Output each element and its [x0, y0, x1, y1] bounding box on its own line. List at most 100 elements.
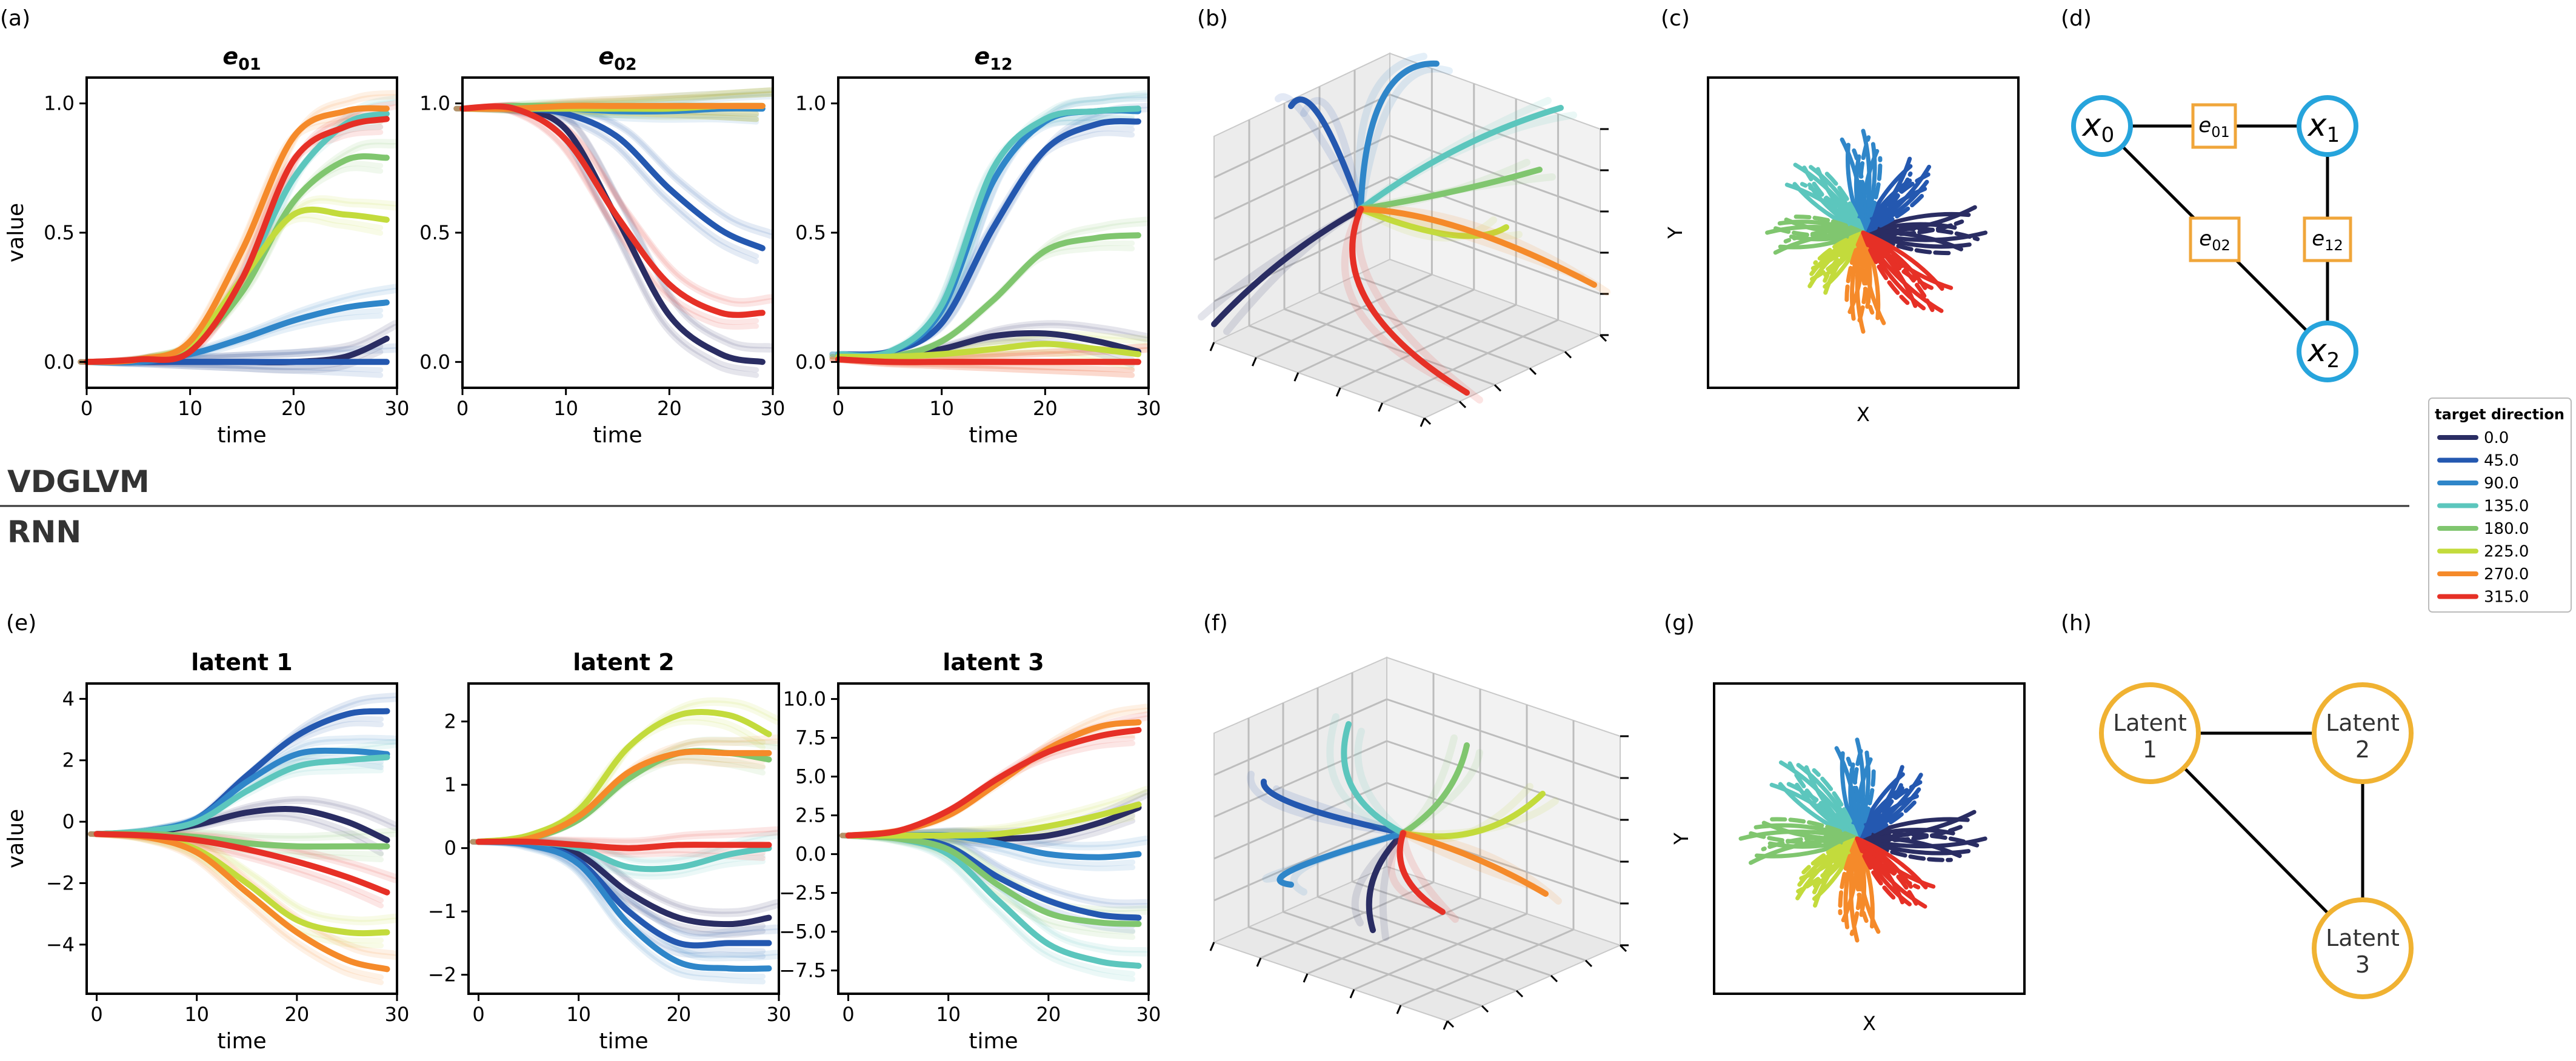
- trajectory-line: [1400, 791, 1546, 840]
- x-tick-label: 10: [566, 1003, 591, 1026]
- x-tick-label: 0: [81, 397, 93, 420]
- x-tick-label: 30: [767, 1003, 792, 1026]
- reach-trace-270: [1861, 230, 1886, 325]
- reach-trace-270: [1855, 836, 1881, 934]
- reach-trace-180: [1749, 836, 1860, 865]
- axis-tick: [1446, 1020, 1455, 1028]
- x-tick-label: 30: [1136, 1003, 1161, 1026]
- legend-title: target direction: [2435, 406, 2564, 423]
- trial-trace: [1354, 205, 1483, 404]
- legend-label: 0.0: [2484, 429, 2509, 447]
- y-tick-label: 0.5: [419, 221, 450, 244]
- svg-text:e01: e01: [2198, 113, 2229, 141]
- grid-line: [1389, 135, 1601, 213]
- pane-side: [1213, 52, 1390, 344]
- x-axis-label: X: [1857, 403, 1870, 426]
- y-axis-label: Y: [1670, 833, 1693, 845]
- edge-box-e02: e02: [2189, 216, 2241, 262]
- legend-label: 270.0: [2484, 565, 2529, 584]
- trajectory-line: [1358, 105, 1564, 212]
- legend: target direction 0.0 45.0 90.0 135.0 180.0 22…: [2428, 397, 2572, 613]
- trial-trace: [1341, 205, 1458, 389]
- axis-tick: [1349, 989, 1355, 999]
- reach-trace-225: [1813, 836, 1860, 908]
- series-line-225.0: [475, 708, 772, 845]
- axis-tick: [1584, 959, 1593, 968]
- svg-text:3: 3: [2355, 951, 2370, 978]
- y-tick-label: 0.0: [44, 350, 75, 373]
- y-tick-label: 7.5: [795, 727, 826, 750]
- axis-tick: [1564, 351, 1572, 359]
- axis-tick: [1529, 367, 1537, 375]
- trajectory-line: [1400, 830, 1549, 897]
- graph-node-latent-2: Latent 2: [2312, 682, 2414, 784]
- reach-trace-0: [1855, 836, 1987, 849]
- y-tick-label: 0: [62, 810, 75, 833]
- axis-tick: [1599, 334, 1607, 342]
- x-tick-label: 30: [385, 397, 410, 420]
- y-tick-label: 0.5: [795, 221, 826, 244]
- legend-label: 180.0: [2484, 520, 2529, 538]
- x-tick-label: 20: [281, 397, 306, 420]
- reach-trace-315: [1855, 836, 1936, 889]
- panel-letter-d: (d): [2061, 6, 2092, 31]
- y-tick-label: 0: [444, 837, 456, 860]
- y-tick-label: −2: [46, 872, 75, 895]
- reach-trace-45: [1861, 156, 1912, 235]
- axis-tick: [1303, 973, 1309, 983]
- axis-tick: [1396, 1005, 1402, 1014]
- x-tick-label: 0: [456, 397, 469, 420]
- trial-trace: [1355, 53, 1427, 213]
- trajectory-line: [1276, 830, 1406, 888]
- y-tick-label: 2: [444, 710, 456, 733]
- edge-box-e01: e01: [2191, 103, 2237, 149]
- trial-trace: [1400, 830, 1562, 905]
- trajectory-line: [1366, 830, 1406, 933]
- reach-trace-0: [1861, 205, 1977, 235]
- line-chart-e02: 0 10 20 30 0.0 0.5 1.0 time e02: [419, 43, 785, 448]
- grid-line: [1352, 880, 1586, 962]
- series-line-135.0: [93, 754, 390, 837]
- grid-line: [1386, 698, 1621, 779]
- y-tick-label: −2.5: [779, 882, 826, 905]
- series-line-180.0: [845, 832, 1142, 927]
- grid-line: [1307, 897, 1481, 975]
- grid-line: [1255, 273, 1433, 359]
- axis-tick: [1481, 1005, 1489, 1013]
- y-tick-label: 0.5: [44, 221, 75, 244]
- y-tick-label: 5.0: [795, 765, 826, 788]
- legend-label: 45.0: [2484, 452, 2519, 470]
- axis-tick: [1209, 942, 1215, 951]
- y-tick-label: −5.0: [779, 920, 826, 943]
- reach-trace-315: [1861, 230, 1954, 290]
- x-axis-label: time: [599, 1029, 648, 1054]
- plot-frame: [467, 682, 780, 995]
- x-tick-label: 10: [936, 1003, 961, 1026]
- trial-trace: [1400, 830, 1459, 923]
- series-line-225.0: [845, 801, 1142, 839]
- y-axis-label: value: [4, 203, 28, 262]
- plot-frame: [85, 682, 398, 995]
- trial-trace: [1400, 830, 1537, 890]
- axis-tick: [1493, 384, 1502, 392]
- x-tick-label: 0: [90, 1003, 102, 1026]
- reach-trajectory-plot-rnn: X Y: [1670, 682, 2026, 1035]
- panel-letter-f: (f): [1203, 611, 1228, 636]
- trajectory-line: [1260, 779, 1406, 836]
- panel-letter-c: (c): [1661, 6, 1690, 31]
- x-tick-label: 20: [666, 1003, 691, 1026]
- series-line-315.0: [459, 103, 766, 318]
- x-axis-label: X: [1863, 1012, 1876, 1035]
- x-tick-label: 0: [472, 1003, 484, 1026]
- chart-title: latent 3: [943, 649, 1044, 676]
- trajectory-line: [1211, 206, 1364, 327]
- axis-tick: [1515, 989, 1524, 998]
- graph-node-x1: x1: [2297, 95, 2358, 157]
- svg-text:2: 2: [2355, 736, 2370, 763]
- section-label-vdglvm: VDGLVM: [7, 464, 150, 499]
- grid-line: [1248, 926, 1483, 1007]
- reach-trace-90: [1834, 746, 1860, 841]
- reach-trace-0: [1861, 230, 1988, 242]
- axis-tick: [1423, 417, 1432, 425]
- trial-trace: [1326, 713, 1407, 837]
